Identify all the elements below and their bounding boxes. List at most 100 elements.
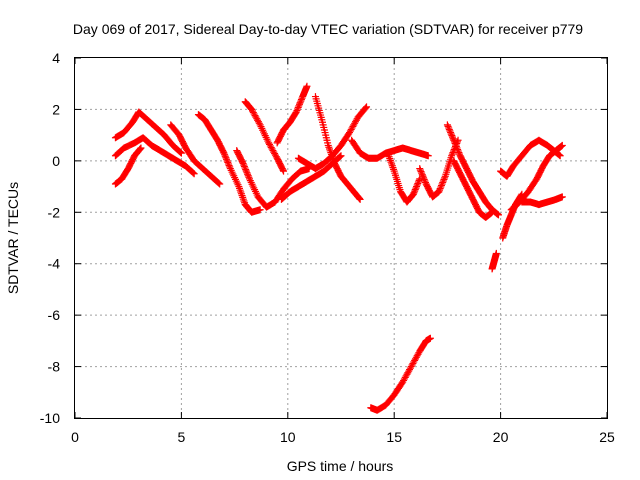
data-point — [336, 152, 344, 160]
data-point — [447, 130, 455, 138]
data-point — [346, 127, 354, 135]
data-point — [418, 169, 426, 177]
data-point — [350, 121, 358, 129]
x-tick-label: 25 — [599, 429, 615, 445]
data-point — [558, 141, 566, 149]
data-point — [494, 211, 502, 219]
data-point — [221, 151, 229, 159]
data-point — [416, 166, 424, 174]
y-tick-label: -2 — [48, 204, 61, 220]
data-point — [449, 133, 457, 141]
data-point — [271, 151, 279, 159]
data-point — [447, 129, 455, 137]
data-point — [410, 358, 418, 366]
data-point — [352, 116, 360, 124]
data-point — [556, 152, 564, 160]
data-point — [450, 138, 458, 146]
data-point — [414, 350, 422, 358]
data-point — [266, 142, 274, 150]
data-point — [223, 157, 231, 165]
y-tick-label: -4 — [48, 256, 61, 272]
data-point — [424, 152, 432, 160]
data-point — [406, 364, 414, 372]
data-point — [215, 179, 223, 187]
data-point — [335, 153, 343, 161]
data-point — [412, 353, 420, 361]
data-point — [267, 143, 275, 151]
data-point — [448, 150, 456, 158]
data-point — [438, 180, 446, 188]
data-point — [558, 193, 566, 201]
y-tick-label: -10 — [40, 410, 60, 426]
data-point — [421, 177, 429, 185]
data-point — [292, 108, 300, 116]
data-point — [177, 148, 185, 156]
x-tick-label: 0 — [71, 429, 79, 445]
data-point — [454, 146, 462, 154]
data-point — [411, 355, 419, 363]
data-point — [190, 170, 198, 178]
data-point — [297, 97, 305, 105]
series-arc16 — [450, 157, 496, 221]
data-point — [403, 370, 411, 378]
data-point — [268, 145, 276, 153]
data-point — [455, 149, 463, 157]
data-point — [400, 376, 408, 384]
data-point — [279, 166, 287, 174]
data-point — [255, 119, 263, 127]
data-point — [248, 107, 256, 115]
x-tick-label: 5 — [178, 429, 186, 445]
data-point — [254, 116, 262, 124]
data-point — [244, 172, 252, 180]
data-point — [448, 152, 456, 160]
data-point — [252, 113, 260, 121]
data-point — [451, 139, 459, 147]
data-point — [241, 164, 249, 172]
x-axis-label: GPS time / hours — [287, 458, 394, 474]
data-point — [271, 150, 279, 158]
series-arc3 — [111, 144, 145, 188]
data-point — [223, 155, 231, 163]
data-point — [249, 109, 257, 117]
series-arc22 — [367, 334, 434, 414]
data-point — [418, 171, 426, 179]
data-point — [411, 187, 419, 195]
data-point — [452, 141, 460, 149]
data-point — [270, 148, 278, 156]
y-tick-label: -6 — [48, 307, 61, 323]
data-point — [347, 125, 355, 133]
data-point — [239, 159, 247, 167]
series-arc12 — [348, 136, 432, 162]
series-arc2 — [111, 134, 198, 178]
data-point — [296, 100, 304, 108]
series-arc20 — [507, 141, 566, 214]
data-point — [409, 359, 417, 367]
data-point — [439, 177, 447, 185]
data-point — [137, 144, 145, 152]
data-point — [449, 149, 457, 157]
series-arc1 — [111, 108, 185, 157]
x-tick-label: 20 — [493, 429, 509, 445]
data-point — [443, 121, 451, 129]
y-axis-label: SDTVAR / TECUs — [5, 182, 21, 294]
data-point — [420, 174, 428, 182]
data-point — [225, 161, 233, 169]
data-point — [220, 149, 228, 157]
data-point — [411, 186, 419, 194]
series-arc11 — [294, 103, 371, 173]
data-point — [296, 99, 304, 107]
data-point — [136, 146, 144, 154]
data-point — [404, 369, 412, 377]
data-point — [449, 135, 457, 143]
data-point — [412, 184, 420, 192]
data-point — [293, 106, 301, 114]
data-point — [416, 165, 424, 173]
data-point — [216, 180, 224, 188]
data-point — [224, 158, 232, 166]
data-points — [111, 82, 566, 414]
series-arc15 — [443, 121, 502, 219]
data-point — [445, 124, 453, 132]
data-point — [440, 175, 448, 183]
data-point — [346, 129, 354, 137]
data-point — [243, 169, 251, 177]
